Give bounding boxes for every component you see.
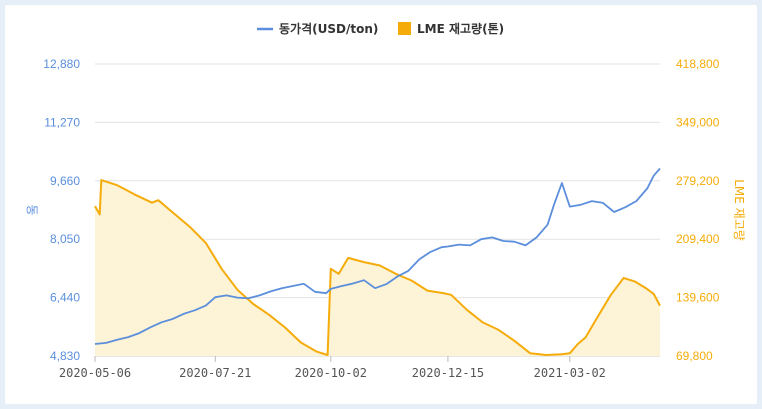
legend[interactable]: 동가격(USD/ton) LME 재고량(톤) [257, 21, 504, 36]
price-series-line [94, 167, 661, 345]
stock-area-fill [95, 180, 660, 356]
legend-item-price[interactable]: 동가격(USD/ton) [257, 21, 378, 36]
x-tick-label: 2020-05-06 [59, 366, 131, 380]
left-tick-label: 12,880 [43, 57, 80, 71]
x-axis-ticks: 2020-05-06 2020-07-21 2020-10-02 2020-12-15… [59, 356, 606, 380]
left-tick-label: 11,270 [44, 115, 80, 129]
x-tick-label: 2020-07-21 [179, 366, 251, 380]
left-tick-label: 6,440 [50, 291, 80, 305]
right-tick-label: 209,400 [676, 232, 720, 246]
left-axis-ticks: 4,830 6,440 8,050 9,660 11,270 12,880 [43, 57, 80, 363]
x-tick-label: 2020-10-02 [295, 366, 367, 380]
right-tick-label: 279,200 [676, 174, 720, 188]
legend-stock-label: LME 재고량(톤) [417, 22, 504, 36]
left-tick-label: 8,050 [50, 232, 80, 246]
right-tick-label: 139,600 [676, 291, 720, 305]
left-axis-title: 동 [25, 204, 39, 215]
x-tick-label: 2020-12-15 [412, 366, 484, 380]
legend-item-stock[interactable]: LME 재고량(톤) [398, 22, 504, 36]
legend-stock-marker [398, 22, 411, 35]
legend-price-label: 동가격(USD/ton) [279, 21, 378, 36]
right-axis-title: LME 재고량 [732, 179, 746, 241]
left-tick-label: 4,830 [50, 349, 80, 363]
x-tick-label: 2021-03-02 [534, 366, 606, 380]
stock-series-line [94, 179, 661, 356]
left-tick-label: 9,660 [50, 174, 80, 188]
right-axis-ticks: 69,800 139,600 209,400 279,200 349,000 418,80… [676, 57, 720, 363]
right-tick-label: 349,000 [676, 115, 720, 129]
right-tick-label: 418,800 [676, 57, 720, 71]
plot-area [94, 167, 661, 356]
right-tick-label: 69,800 [676, 349, 713, 363]
